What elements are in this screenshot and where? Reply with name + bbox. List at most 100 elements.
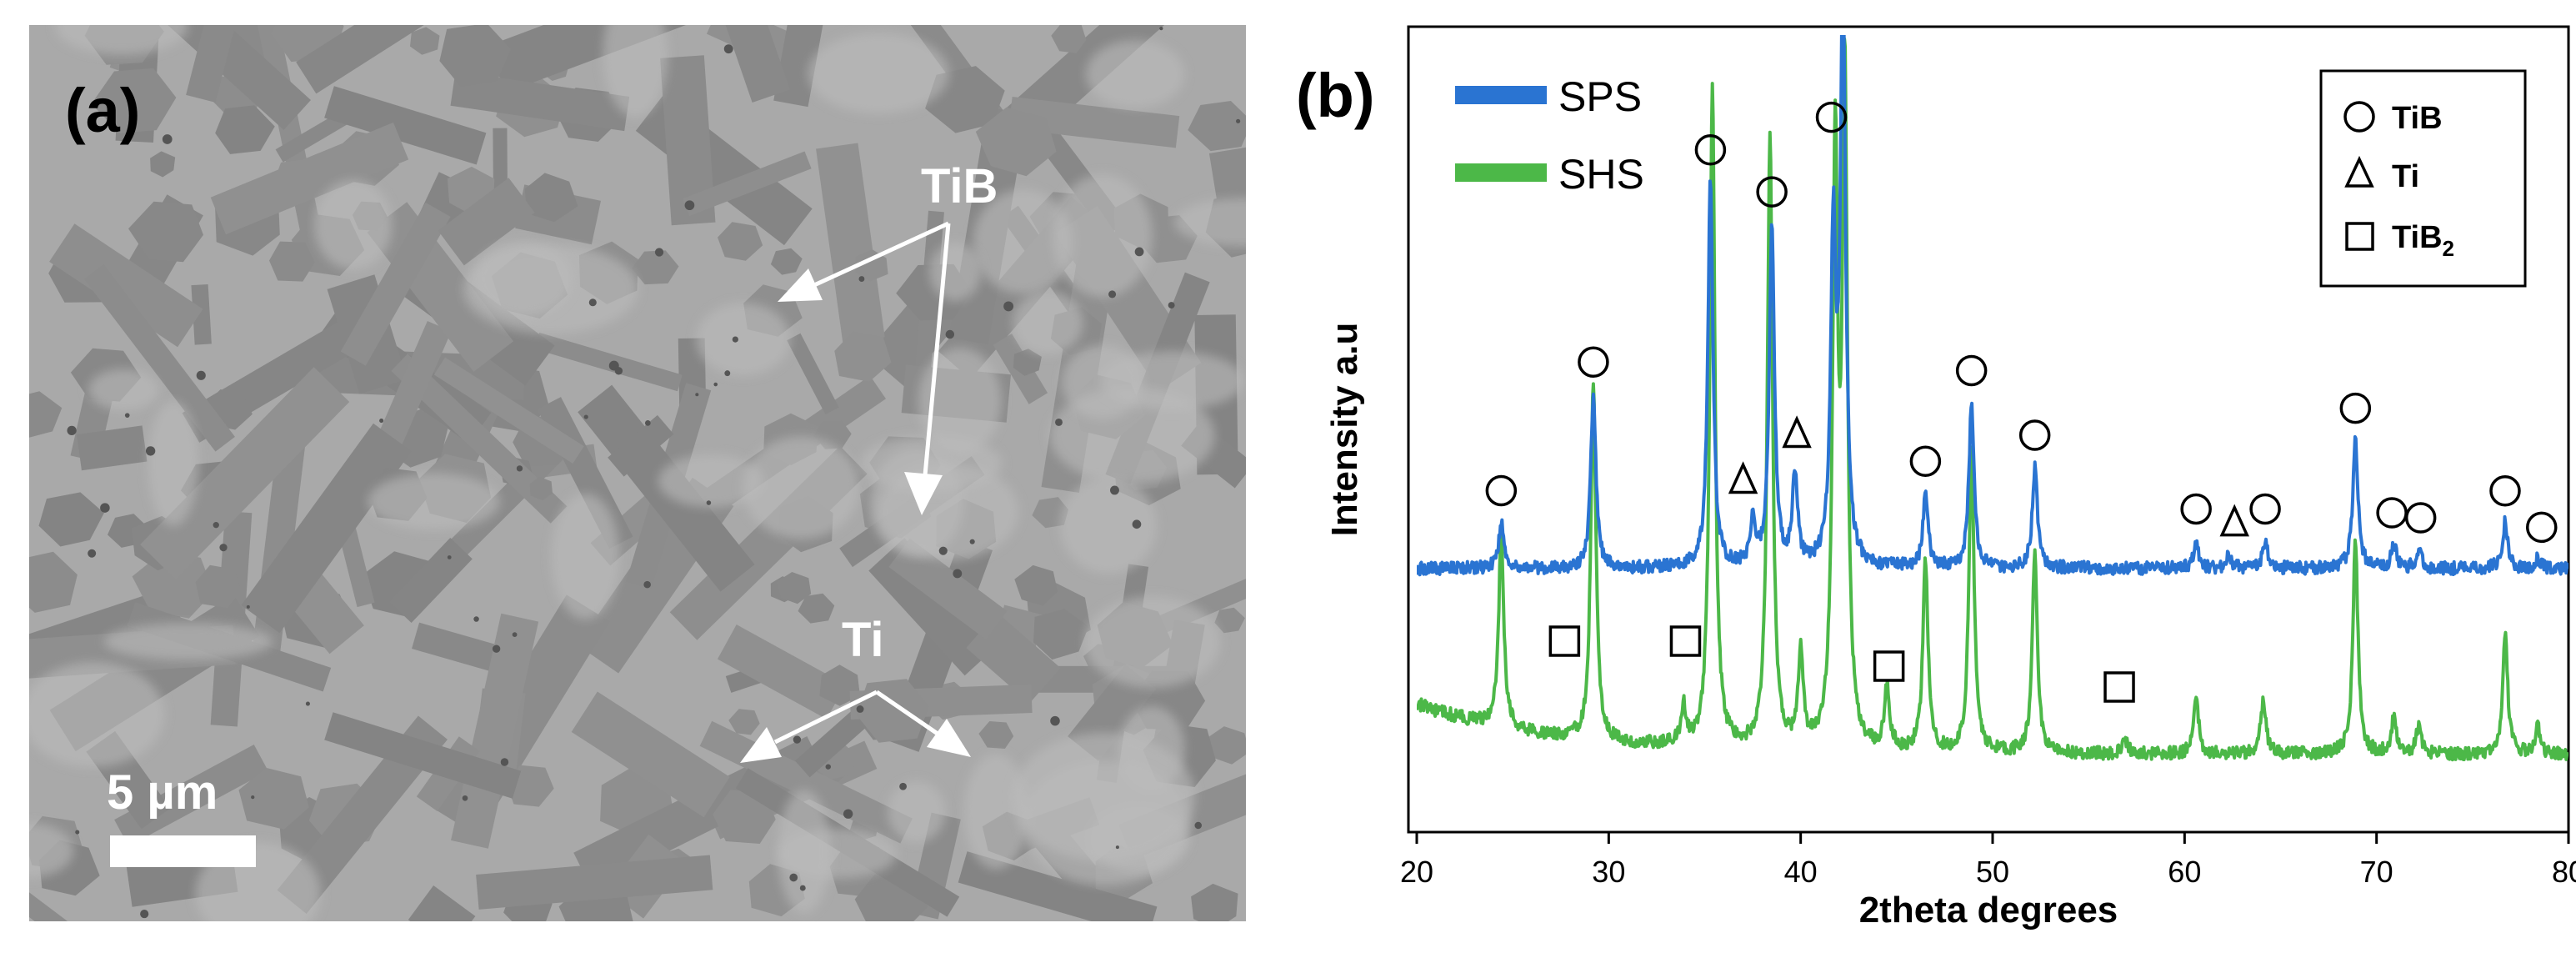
- speck: [305, 701, 310, 706]
- tib-grain: [819, 665, 860, 706]
- tib-grain: [728, 709, 760, 735]
- speck: [219, 544, 228, 552]
- series-legend: SPS SHS: [1455, 73, 1644, 198]
- ti-peak-marker: [1782, 415, 1812, 449]
- speck: [1108, 290, 1117, 298]
- tib-grain: [49, 223, 203, 348]
- tib-grain: [296, 25, 469, 94]
- tib-grain: [476, 855, 713, 910]
- x-tick-label: 20: [1400, 855, 1433, 889]
- bright-region: [314, 179, 393, 270]
- bright-regions: [29, 25, 1246, 921]
- bright-region: [929, 243, 982, 301]
- speck: [512, 632, 518, 638]
- tib-grain: [195, 564, 242, 609]
- scale-bar-label: 5 µm: [107, 765, 218, 820]
- speck: [1194, 821, 1202, 830]
- legend-label-sps: SPS: [1558, 73, 1642, 120]
- tib-grain: [571, 691, 730, 818]
- bright-region: [778, 790, 831, 914]
- tib-peak-marker: [1756, 176, 1788, 208]
- tib-grain: [683, 151, 812, 217]
- tib-grain: [816, 143, 885, 344]
- tib-grain: [524, 173, 578, 223]
- speck: [588, 298, 597, 307]
- speck: [1055, 418, 1063, 426]
- tib-grain: [238, 767, 309, 830]
- x-tick-label: 60: [2168, 855, 2201, 889]
- speck: [100, 503, 110, 513]
- speck: [162, 134, 173, 144]
- speck: [799, 885, 806, 891]
- legend-label-shs: SHS: [1558, 151, 1644, 198]
- speck: [1050, 715, 1060, 726]
- plot-area: [1417, 35, 2568, 762]
- bright-region: [1084, 596, 1221, 688]
- tib-peak-marker: [1815, 101, 1848, 133]
- tib-grain: [438, 178, 535, 266]
- x-tick-label: 50: [1976, 855, 2009, 889]
- ti-arrowhead-right: [927, 719, 971, 757]
- tib-grain: [410, 27, 440, 55]
- tib-grain: [660, 55, 716, 226]
- tib-peak-marker: [2526, 511, 2558, 544]
- panel-b-label: (b): [1296, 61, 1375, 130]
- panel-a-label: (a): [65, 76, 140, 145]
- speck: [614, 367, 623, 375]
- speck: [723, 44, 733, 54]
- tib2-peak-marker: [1548, 625, 1581, 657]
- tib-grain: [776, 572, 812, 604]
- speck: [492, 645, 501, 653]
- bright-region: [888, 781, 946, 843]
- tib-peak-marker: [2339, 392, 2372, 424]
- tib-grain: [534, 332, 683, 392]
- ti-arrow-left: [773, 690, 878, 745]
- tib-peak-marker: [2180, 493, 2212, 525]
- speck: [1134, 247, 1144, 257]
- dark-specks: [67, 27, 1241, 919]
- legend-swatch-shs: [1455, 163, 1547, 182]
- tib-grain: [210, 122, 409, 235]
- speck: [789, 873, 798, 882]
- tib-grain: [391, 354, 568, 524]
- tib-grain: [29, 551, 78, 613]
- tib-grain: [713, 790, 776, 844]
- bright-region: [1012, 732, 1195, 862]
- speck: [140, 910, 149, 919]
- tib-grain: [91, 68, 177, 133]
- bright-region: [29, 662, 165, 767]
- bright-region: [55, 25, 188, 55]
- tib-grain: [1014, 564, 1058, 606]
- tib-grain: [488, 25, 698, 93]
- annotation-ti-arrows: [740, 690, 971, 763]
- bright-region: [103, 623, 273, 660]
- tib-arrow-left: [813, 221, 950, 288]
- tib-grain: [140, 367, 350, 579]
- speck: [1168, 302, 1175, 309]
- tib-grain: [718, 222, 763, 261]
- bright-region: [1013, 291, 1083, 355]
- tib2-peak-marker: [1669, 625, 1702, 657]
- ti-arrowhead-left: [740, 727, 782, 763]
- bright-region: [603, 25, 668, 118]
- x-tick-label: 80: [2552, 855, 2576, 889]
- x-tick-label: 40: [1784, 855, 1818, 889]
- tib-grain: [1008, 96, 1180, 148]
- tib-grain: [433, 357, 584, 464]
- speck: [516, 465, 523, 472]
- phase-legend: TiB Ti TiB2: [2319, 69, 2527, 288]
- series-line-shs: [1417, 37, 2568, 762]
- legend-swatch-sps: [1455, 86, 1547, 104]
- tib-peak-marker: [2018, 419, 2051, 451]
- bright-region: [368, 473, 500, 530]
- ti-peak-marker: [2219, 504, 2249, 537]
- speck: [713, 382, 718, 387]
- tib-peak-marker: [1694, 133, 1727, 166]
- tib-grain: [1214, 607, 1245, 634]
- tib-grain: [340, 202, 451, 366]
- y-axis-label: Intensity a.u: [1324, 323, 1365, 537]
- peak-markers: [1485, 101, 2558, 703]
- tib-grain: [1191, 883, 1238, 921]
- tib-peak-marker: [2376, 497, 2408, 529]
